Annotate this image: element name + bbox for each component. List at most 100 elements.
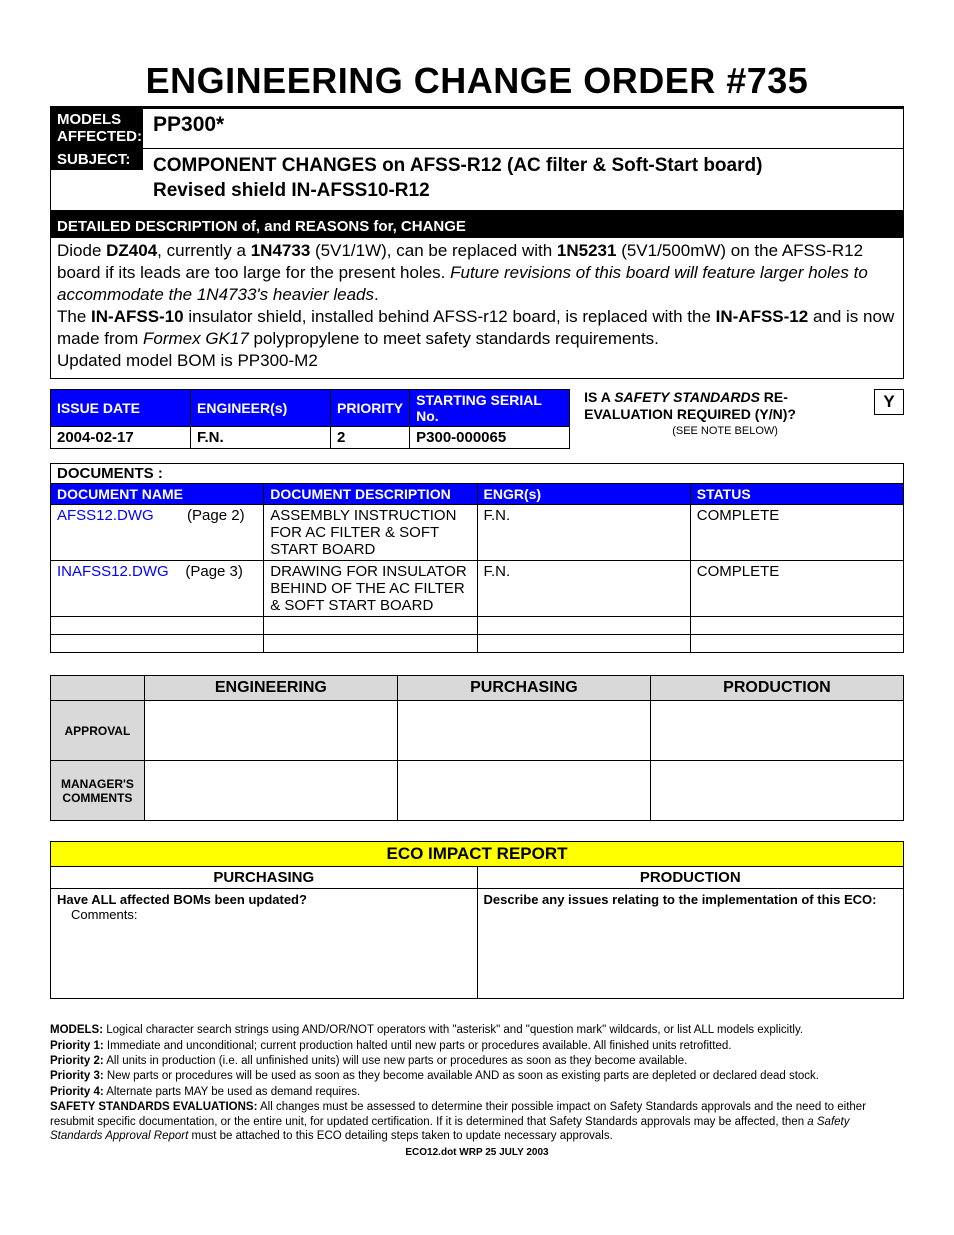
eco-prod-q: Describe any issues relating to the impl… xyxy=(484,892,877,907)
approval-row-label: APPROVAL xyxy=(51,701,145,761)
detail-body: Diode DZ404, currently a 1N4733 (5V1/1W)… xyxy=(51,238,903,379)
header-box: MODELS AFFECTED: PP300* SUBJECT: COMPONE… xyxy=(50,106,904,379)
approval-row-label: MANAGER'S COMMENTS xyxy=(51,761,145,821)
safety-t1b: SAFETY STANDARDS xyxy=(614,389,760,405)
doc-desc: DRAWING FOR INSULATOR BEHIND OF THE AC F… xyxy=(264,561,477,617)
approval-cell xyxy=(397,701,650,761)
eco-title: ECO IMPACT REPORT xyxy=(51,842,904,867)
safety-block: IS A SAFETY STANDARDS RE-EVALUATION REQU… xyxy=(584,389,904,437)
approval-h-eng: ENGINEERING xyxy=(144,676,397,701)
detail-shield1: IN-AFSS-10 xyxy=(91,307,184,326)
meta-h-issue: ISSUE DATE xyxy=(51,390,191,427)
approval-cell xyxy=(397,761,650,821)
docs-h-desc: DOCUMENT DESCRIPTION xyxy=(264,484,477,505)
fn-p2-k: Priority 2: xyxy=(50,1055,104,1067)
detail-text: (5V1/1W), can be replaced with xyxy=(310,241,557,260)
meta-table: ISSUE DATE ENGINEER(s) PRIORITY STARTING… xyxy=(50,389,570,449)
fn-p4-v: Alternate parts MAY be used as demand re… xyxy=(104,1086,361,1098)
safety-question: IS A SAFETY STANDARDS RE-EVALUATION REQU… xyxy=(584,389,866,423)
detail-text: The xyxy=(57,307,91,326)
doc-engr: F.N. xyxy=(477,561,690,617)
table-row: INAFSS12.DWG (Page 3) DRAWING FOR INSULA… xyxy=(51,561,904,617)
detail-diode: DZ404 xyxy=(106,241,157,260)
docs-h-status: STATUS xyxy=(690,484,903,505)
eco-pur-sub: Comments: xyxy=(57,907,137,922)
eco-pur-q: Have ALL affected BOMs been updated? xyxy=(57,892,307,907)
eco-h-pur: PURCHASING xyxy=(51,867,478,889)
docs-h-name: DOCUMENT NAME xyxy=(51,484,264,505)
document-footer: ECO12.dot WRP 25 JULY 2003 xyxy=(50,1147,904,1158)
meta-row: ISSUE DATE ENGINEER(s) PRIORITY STARTING… xyxy=(50,389,904,449)
detail-material: Formex GK17 xyxy=(143,329,249,348)
meta-h-engr: ENGINEER(s) xyxy=(191,390,331,427)
approval-h-pur: PURCHASING xyxy=(397,676,650,701)
models-label: MODELS AFFECTED: xyxy=(51,109,143,148)
eco-purchasing-cell: Have ALL affected BOMs been updated? Com… xyxy=(51,889,478,999)
meta-h-serial: STARTING SERIAL No. xyxy=(410,390,570,427)
doc-status: COMPLETE xyxy=(690,561,903,617)
fn-p3-k: Priority 3: xyxy=(50,1070,104,1082)
detail-header: DETAILED DESCRIPTION of, and REASONS for… xyxy=(51,216,903,238)
meta-h-prio: PRIORITY xyxy=(331,390,410,427)
safety-value: Y xyxy=(874,389,904,415)
meta-v-engr: F.N. xyxy=(191,427,331,449)
approval-cell xyxy=(144,701,397,761)
detail-text: , currently a xyxy=(157,241,251,260)
fn-models-k: MODELS: xyxy=(50,1024,103,1036)
models-value: PP300* xyxy=(143,109,903,148)
fn-p2-v: All units in production (i.e. all unfini… xyxy=(104,1055,688,1067)
safety-t2: EVALUATION REQUIRED (Y/N)? xyxy=(584,406,796,422)
doc-link[interactable]: AFSS12.DWG xyxy=(57,507,154,524)
eco-production-cell: Describe any issues relating to the impl… xyxy=(477,889,904,999)
subject-label: SUBJECT: xyxy=(51,149,143,170)
doc-desc: ASSEMBLY INSTRUCTION FOR AC FILTER & SOF… xyxy=(264,505,477,561)
approval-h-prod: PRODUCTION xyxy=(650,676,903,701)
fn-p3-v: New parts or procedures will be used as … xyxy=(104,1070,819,1082)
table-row xyxy=(51,617,904,635)
eco-h-prod: PRODUCTION xyxy=(477,867,904,889)
approval-cell xyxy=(650,761,903,821)
subject-line1: COMPONENT CHANGES on AFSS-R12 (AC filter… xyxy=(153,155,762,176)
document-title: ENGINEERING CHANGE ORDER #735 xyxy=(50,60,904,102)
fn-safety-k: SAFETY STANDARDS EVALUATIONS: xyxy=(50,1101,257,1113)
table-row xyxy=(51,635,904,653)
docs-h-engr: ENGR(s) xyxy=(477,484,690,505)
approval-table: ENGINEERING PURCHASING PRODUCTION APPROV… xyxy=(50,675,904,821)
fn-models-v: Logical character search strings using A… xyxy=(103,1024,803,1036)
detail-bom: Updated model BOM is PP300-M2 xyxy=(57,351,318,370)
table-row: AFSS12.DWG (Page 2) ASSEMBLY INSTRUCTION… xyxy=(51,505,904,561)
doc-engr: F.N. xyxy=(477,505,690,561)
eco-table: ECO IMPACT REPORT PURCHASING PRODUCTION … xyxy=(50,841,904,999)
table-row: APPROVAL xyxy=(51,701,904,761)
doc-page: (Page 3) xyxy=(185,563,243,580)
documents-table: DOCUMENTS : DOCUMENT NAME DOCUMENT DESCR… xyxy=(50,463,904,653)
safety-t1: IS A xyxy=(584,389,614,405)
detail-text: Diode xyxy=(57,241,106,260)
safety-t1c: RE- xyxy=(760,389,788,405)
meta-v-serial: P300-000065 xyxy=(410,427,570,449)
table-row: MANAGER'S COMMENTS xyxy=(51,761,904,821)
detail-part1: 1N4733 xyxy=(251,241,311,260)
approval-cell xyxy=(650,701,903,761)
meta-v-issue: 2004-02-17 xyxy=(51,427,191,449)
detail-text: . xyxy=(374,285,379,304)
approval-cell xyxy=(144,761,397,821)
doc-page: (Page 2) xyxy=(187,507,245,524)
meta-v-prio: 2 xyxy=(331,427,410,449)
documents-section: DOCUMENTS : xyxy=(51,464,904,484)
safety-note: (SEE NOTE BELOW) xyxy=(584,425,866,437)
detail-text: insulator shield, installed behind AFSS-… xyxy=(184,307,716,326)
detail-part2: 1N5231 xyxy=(557,241,617,260)
footnotes: MODELS: Logical character search strings… xyxy=(50,1023,904,1143)
subject-value: COMPONENT CHANGES on AFSS-R12 (AC filter… xyxy=(143,149,903,204)
fn-p4-k: Priority 4: xyxy=(50,1086,104,1098)
subject-line2: Revised shield IN-AFSS10-R12 xyxy=(153,180,430,201)
approval-blank xyxy=(51,676,145,701)
fn-safety-v3: must be attached to this ECO detailing s… xyxy=(188,1130,612,1142)
fn-p1-k: Priority 1: xyxy=(50,1040,104,1052)
detail-shield2: IN-AFSS-12 xyxy=(716,307,809,326)
doc-link[interactable]: INAFSS12.DWG xyxy=(57,563,169,580)
fn-p1-v: Immediate and unconditional; current pro… xyxy=(104,1040,732,1052)
detail-text: polypropylene to meet safety standards r… xyxy=(249,329,659,348)
doc-status: COMPLETE xyxy=(690,505,903,561)
